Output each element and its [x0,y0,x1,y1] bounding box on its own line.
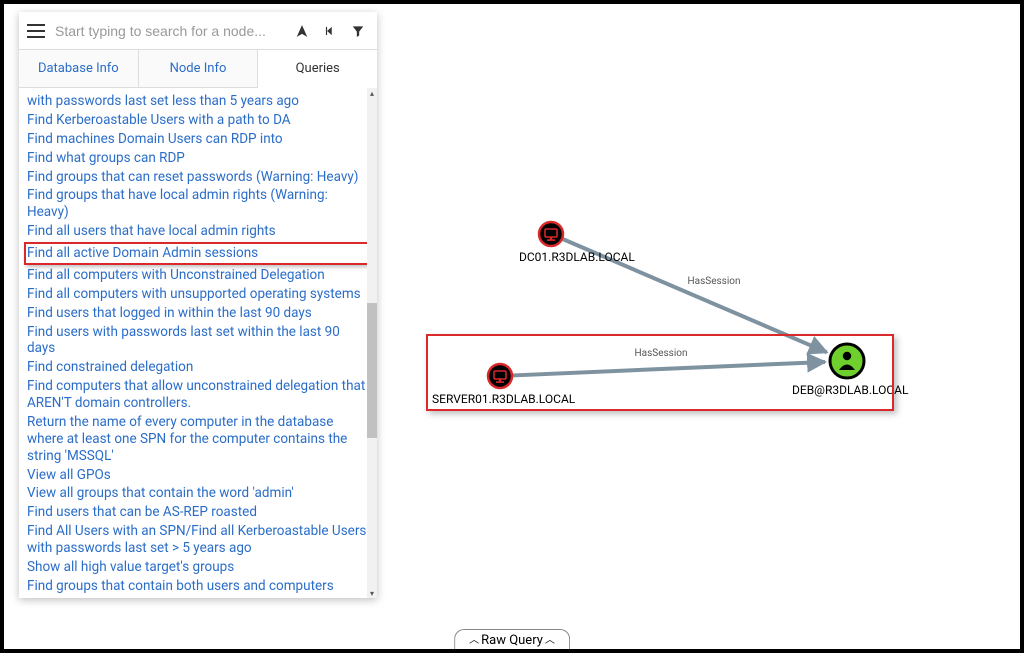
chevron-up-icon: ︿ [545,636,555,646]
filter-icon[interactable] [351,24,365,38]
scrollbar[interactable]: ▴ ▾ [367,88,377,598]
raw-query-toggle[interactable]: ︿ Raw Query ︿ [454,629,570,649]
query-item[interactable]: Find groups that contain both users and … [27,577,369,596]
query-item[interactable]: Find Kerberoastable users who are member… [27,596,369,598]
query-item[interactable]: with passwords last set less than 5 year… [27,92,369,111]
graph-highlight-box [426,334,894,411]
query-item[interactable]: Find All Users with an SPN/Find all Kerb… [27,522,369,558]
query-item[interactable]: Find users with passwords last set withi… [27,323,369,359]
query-item[interactable]: Find Kerberoastable Users with a path to… [27,111,369,130]
query-item[interactable]: Find all computers with unsupported oper… [27,285,369,304]
chevron-up-icon: ︿ [469,636,479,646]
query-item[interactable]: Find all users that have local admin rig… [27,222,369,241]
edge-label: HasSession [688,276,741,287]
left-panel: Database InfoNode InfoQueries with passw… [19,12,377,598]
query-item[interactable]: Show all high value target's groups [27,558,369,577]
query-item[interactable]: View all GPOs [27,466,369,485]
query-item[interactable]: Find groups that can reset passwords (Wa… [27,168,369,187]
query-item[interactable]: Return the name of every computer in the… [27,413,369,466]
query-item[interactable]: Find users that can be AS-REP roasted [27,503,369,522]
node-label: DC01.R3DLAB.LOCAL [519,250,635,264]
query-list: with passwords last set less than 5 year… [19,88,377,598]
pathfinding-icon[interactable] [295,24,309,38]
tab-queries[interactable]: Queries [258,50,377,88]
tabs: Database InfoNode InfoQueries [19,50,377,88]
query-item[interactable]: Find constrained delegation [27,358,369,377]
query-item[interactable]: Find machines Domain Users can RDP into [27,130,369,149]
scroll-thumb[interactable] [367,303,377,438]
menu-icon[interactable] [27,24,45,38]
graph-node-computer[interactable] [539,222,563,246]
query-item[interactable]: Find all computers with Unconstrained De… [27,266,369,285]
search-bar [19,12,377,50]
query-item[interactable]: Find computers that allow unconstrained … [27,377,369,413]
tab-node-info[interactable]: Node Info [139,50,259,88]
scroll-up-icon[interactable]: ▴ [367,88,377,98]
query-item[interactable]: Find what groups can RDP [27,149,369,168]
back-icon[interactable] [323,24,337,38]
query-item[interactable]: Find all active Domain Admin sessions [24,242,369,265]
search-input[interactable] [55,23,295,39]
query-item[interactable]: Find users that logged in within the las… [27,304,369,323]
scroll-down-icon[interactable]: ▾ [367,588,377,598]
query-item[interactable]: Find groups that have local admin rights… [27,186,369,222]
query-item[interactable]: View all groups that contain the word 'a… [27,484,369,503]
raw-query-label: Raw Query [481,633,543,648]
tab-database-info[interactable]: Database Info [19,50,139,88]
